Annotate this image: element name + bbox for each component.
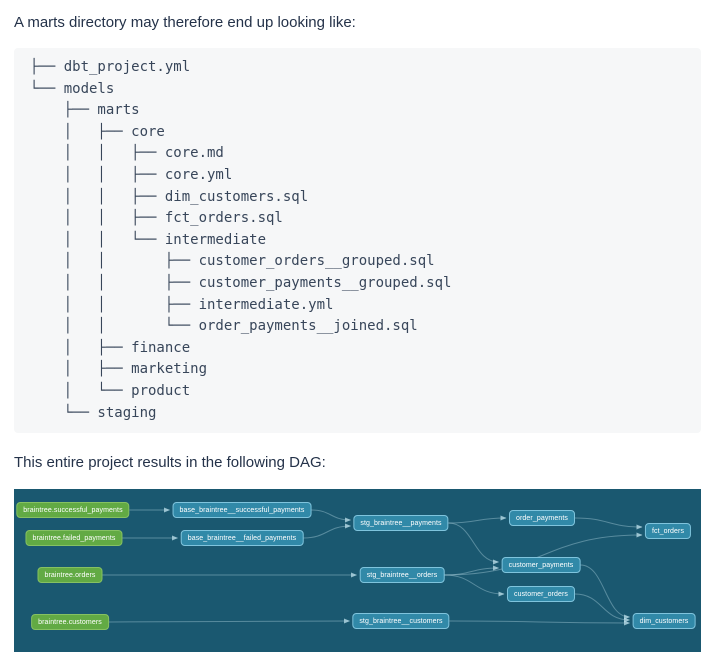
dag-node-stg_braintree_payments: stg_braintree__payments	[353, 515, 449, 532]
dag-node-braintree_failed_payments: braintree.failed_payments	[25, 530, 123, 547]
dag-node-braintree_orders: braintree.orders	[37, 567, 103, 584]
dag-edges-layer	[102, 507, 643, 626]
dag-node-customer_orders: customer_orders	[506, 586, 576, 603]
dag-node-fct_orders: fct_orders	[644, 523, 692, 540]
intro-paragraph: A marts directory may therefore end up l…	[14, 14, 356, 31]
dag-node-base_braintree_failed_payments: base_braintree__failed_payments	[180, 530, 304, 547]
doc-page: A marts directory may therefore end up l…	[0, 13, 715, 653]
dag-node-braintree_successful_payments: braintree.successful_payments	[16, 502, 130, 519]
dag-node-stg_braintree_orders: stg_braintree__orders	[359, 567, 445, 584]
dag-node-base_braintree_successful_payments: base_braintree__successful_payments	[172, 502, 312, 519]
dag-graph-image: braintree.successful_payments braintree.f…	[14, 489, 701, 653]
dag-node-stg_braintree_customers: stg_braintree__customers	[352, 613, 450, 630]
directory-tree-code-block: ├── dbt_project.yml └── models ├── marts…	[14, 48, 701, 434]
dag-intro-paragraph: This entire project results in the follo…	[14, 454, 326, 472]
dag-node-customer_payments: customer_payments	[501, 557, 581, 574]
dag-node-braintree_customers: braintree.customers	[31, 614, 109, 631]
dag-node-dim_customers: dim_customers	[632, 613, 696, 630]
dag-node-order_payments: order_payments	[509, 510, 575, 527]
